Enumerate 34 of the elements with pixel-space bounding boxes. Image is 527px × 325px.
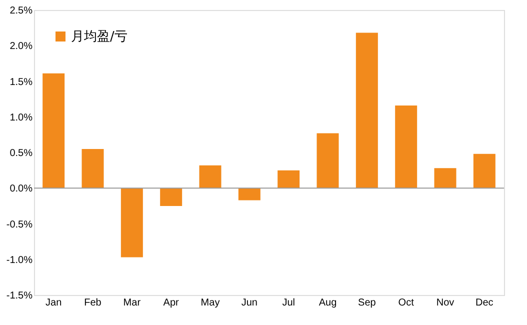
- x-tick-label: Dec: [476, 298, 494, 308]
- bar: [120, 188, 143, 258]
- bar: [316, 133, 339, 188]
- y-tick-label: 1.5%: [10, 76, 33, 88]
- y-tick-label: 0.0%: [10, 184, 33, 195]
- y-tick-label: -1.5%: [6, 290, 33, 302]
- bar: [473, 154, 496, 188]
- y-tick-label: 2.5%: [10, 6, 33, 16]
- x-tick-label: Apr: [163, 298, 180, 308]
- bar: [356, 32, 378, 188]
- x-tick-label: Jun: [241, 298, 258, 308]
- y-tick-label: -0.5%: [6, 219, 33, 230]
- y-tick-label: -1.0%: [6, 254, 33, 266]
- bar: [238, 188, 260, 200]
- x-tick-label: Oct: [398, 298, 414, 308]
- bar: [160, 188, 182, 206]
- y-tick-label: 0.5%: [10, 148, 33, 159]
- y-tick-label: 1.0%: [10, 112, 33, 124]
- bar: [395, 105, 418, 188]
- bar: [82, 148, 104, 188]
- bar: [42, 73, 65, 188]
- x-tick-label: Mar: [123, 298, 142, 308]
- x-tick-label: Nov: [436, 298, 454, 308]
- legend-label: 月均盈/亏: [71, 30, 128, 44]
- x-tick-label: Feb: [84, 298, 102, 308]
- x-tick-label: May: [200, 298, 220, 308]
- x-tick-label: Aug: [318, 298, 337, 308]
- x-tick-label: Sep: [358, 298, 376, 308]
- x-tick-label: Jan: [46, 298, 62, 308]
- y-tick-label: 2.0%: [10, 41, 33, 52]
- bar: [199, 165, 222, 188]
- x-tick-label: Jul: [282, 298, 295, 308]
- bar: [278, 170, 300, 188]
- bar: [434, 168, 456, 188]
